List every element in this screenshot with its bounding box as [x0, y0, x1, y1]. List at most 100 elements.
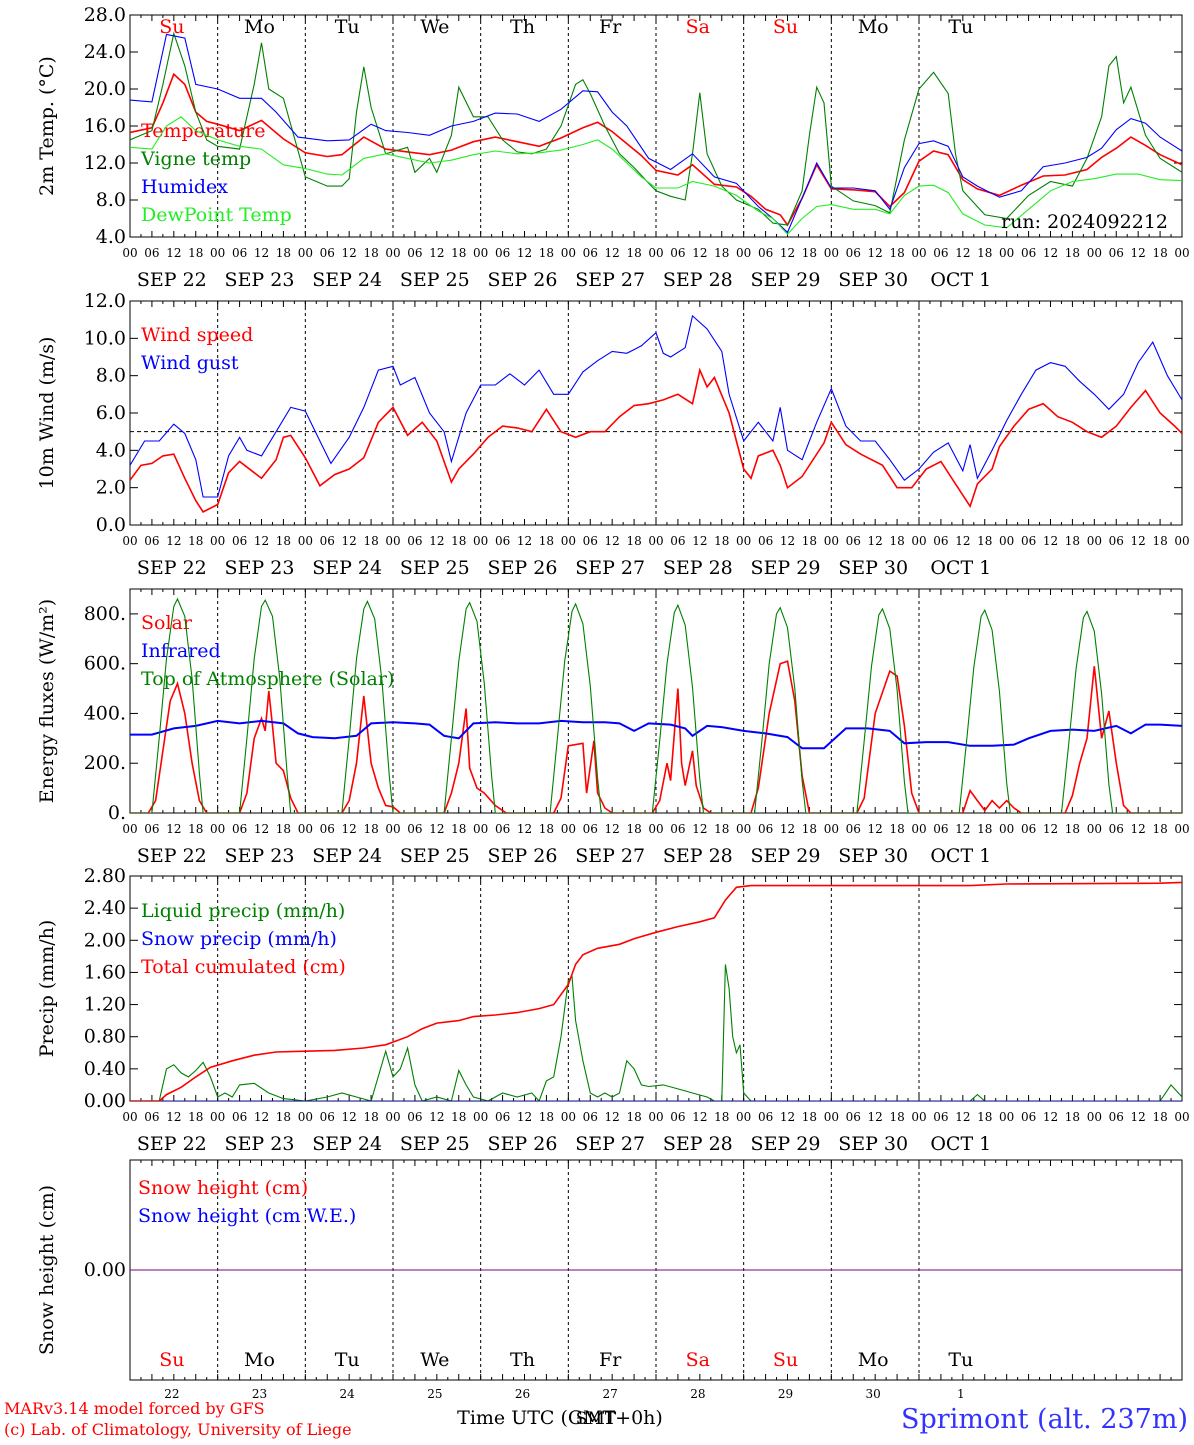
hour-tick-label: 12	[517, 822, 532, 836]
y-tick-label: 4.0	[96, 226, 126, 248]
hour-tick-label: 18	[1152, 822, 1167, 836]
day-abbr-bottom: Fr	[599, 1349, 622, 1371]
hour-tick-label: 00	[561, 534, 576, 548]
y-axis-label: 10m Wind (m/s)	[36, 337, 58, 490]
hour-tick-label: 18	[188, 822, 203, 836]
hour-tick-label: 00	[911, 822, 926, 836]
hour-tick-label: 06	[407, 822, 422, 836]
hour-tick-label: 18	[626, 246, 641, 260]
date-label: OCT 1	[930, 845, 991, 867]
hour-tick-label: 12	[1043, 822, 1058, 836]
day-abbr-bottom: Mo	[858, 1349, 889, 1371]
series-line-3	[130, 33, 1182, 234]
y-tick-label: 1.20	[84, 994, 126, 1016]
date-label: OCT 1	[930, 1133, 991, 1155]
date-label: SEP 29	[751, 557, 821, 579]
y-tick-label: 2.80	[84, 865, 126, 887]
hour-tick-label: 00	[561, 246, 576, 260]
hour-tick-label: 12	[780, 246, 795, 260]
hour-tick-label: 18	[276, 534, 291, 548]
legend-entry: Vigne temp	[140, 148, 251, 170]
hour-tick-label: 12	[342, 822, 357, 836]
date-label: SEP 24	[312, 845, 382, 867]
date-label: SEP 28	[663, 845, 733, 867]
hour-tick-label: 00	[561, 822, 576, 836]
hour-tick-label: 18	[802, 246, 817, 260]
date-label: SEP 22	[137, 845, 207, 867]
hour-tick-label: 00	[385, 1110, 400, 1124]
x-axis-label-overlay: SMT	[576, 1409, 617, 1429]
date-label: SEP 25	[400, 1133, 470, 1155]
series-line-3	[130, 597, 1182, 813]
day-number: 25	[427, 1387, 442, 1401]
y-tick-label: 6.0	[96, 402, 126, 424]
hour-tick-label: 18	[451, 246, 466, 260]
y-tick-label: 0.0	[96, 514, 126, 536]
hour-tick-label: 12	[1043, 1110, 1058, 1124]
hour-tick-label: 18	[363, 246, 378, 260]
hour-tick-label: 06	[495, 1110, 510, 1124]
hour-tick-label: 00	[473, 246, 488, 260]
hour-tick-label: 12	[429, 822, 444, 836]
y-tick-label: 2.00	[84, 929, 126, 951]
station-name: Sprimont (alt. 237m)	[901, 1404, 1188, 1435]
hour-tick-label: 18	[1152, 534, 1167, 548]
date-label: SEP 29	[751, 1133, 821, 1155]
y-tick-label: 0.00	[84, 1090, 126, 1112]
hour-tick-label: 00	[561, 1110, 576, 1124]
y-tick-label: 24.0	[84, 41, 126, 63]
legend-entry: Solar	[141, 612, 193, 634]
hour-tick-label: 12	[955, 534, 970, 548]
hour-tick-label: 00	[385, 246, 400, 260]
hour-tick-label: 18	[539, 534, 554, 548]
date-label: SEP 30	[838, 557, 908, 579]
hour-tick-label: 12	[868, 822, 883, 836]
panel-2: 0.0 2.0 4.0 6.0 8.0 10.0 12.0 10m Wind (m/s) Win…	[36, 290, 1190, 579]
date-label: OCT 1	[930, 269, 991, 291]
hour-tick-label: 06	[933, 246, 948, 260]
hour-tick-label: 06	[846, 534, 861, 548]
hour-tick-label: 06	[495, 246, 510, 260]
hour-tick-label: 06	[846, 1110, 861, 1124]
day-abbr-bottom: We	[420, 1349, 449, 1371]
panels: 4.08.012.016.020.024.028.02m Temp. (°C) T…	[36, 4, 1190, 1401]
date-label: SEP 30	[838, 845, 908, 867]
day-abbr-top: Su	[773, 16, 798, 38]
y-tick-label: 0.	[108, 802, 126, 824]
hour-tick-label: 06	[407, 534, 422, 548]
hour-tick-label: 06	[232, 246, 247, 260]
hour-tick-label: 12	[955, 822, 970, 836]
hour-tick-label: 00	[1174, 1110, 1189, 1124]
hour-tick-label: 18	[188, 534, 203, 548]
y-tick-label: 400.	[84, 702, 126, 724]
date-label: SEP 24	[312, 557, 382, 579]
hour-tick-label: 06	[320, 822, 335, 836]
y-tick-label: 2.0	[96, 477, 126, 499]
hour-tick-label: 00	[911, 246, 926, 260]
date-label: SEP 23	[225, 269, 295, 291]
hour-tick-label: 12	[780, 1110, 795, 1124]
hour-tick-label: 12	[1131, 246, 1146, 260]
hour-tick-label: 06	[758, 534, 773, 548]
date-label: SEP 22	[137, 557, 207, 579]
hour-tick-label: 00	[648, 246, 663, 260]
series-line-3	[130, 881, 1182, 1101]
hour-tick-label: 18	[889, 534, 904, 548]
hour-tick-label: 00	[122, 534, 137, 548]
y-tick-label: 600.	[84, 653, 126, 675]
hour-tick-label: 00	[385, 534, 400, 548]
y-tick-label: 200.	[84, 752, 126, 774]
hour-tick-label: 12	[692, 822, 707, 836]
hour-tick-label: 06	[495, 822, 510, 836]
hour-tick-label: 00	[911, 534, 926, 548]
hour-tick-label: 06	[583, 246, 598, 260]
hour-tick-label: 06	[232, 1110, 247, 1124]
hour-tick-label: 00	[298, 1110, 313, 1124]
hour-tick-label: 06	[144, 1110, 159, 1124]
hour-tick-label: 18	[1152, 246, 1167, 260]
series-line-2	[130, 314, 1182, 498]
hour-tick-label: 18	[451, 534, 466, 548]
hour-tick-label: 00	[473, 534, 488, 548]
legend-entry: Snow height (cm W.E.)	[138, 1205, 356, 1227]
hour-tick-label: 06	[1109, 246, 1124, 260]
